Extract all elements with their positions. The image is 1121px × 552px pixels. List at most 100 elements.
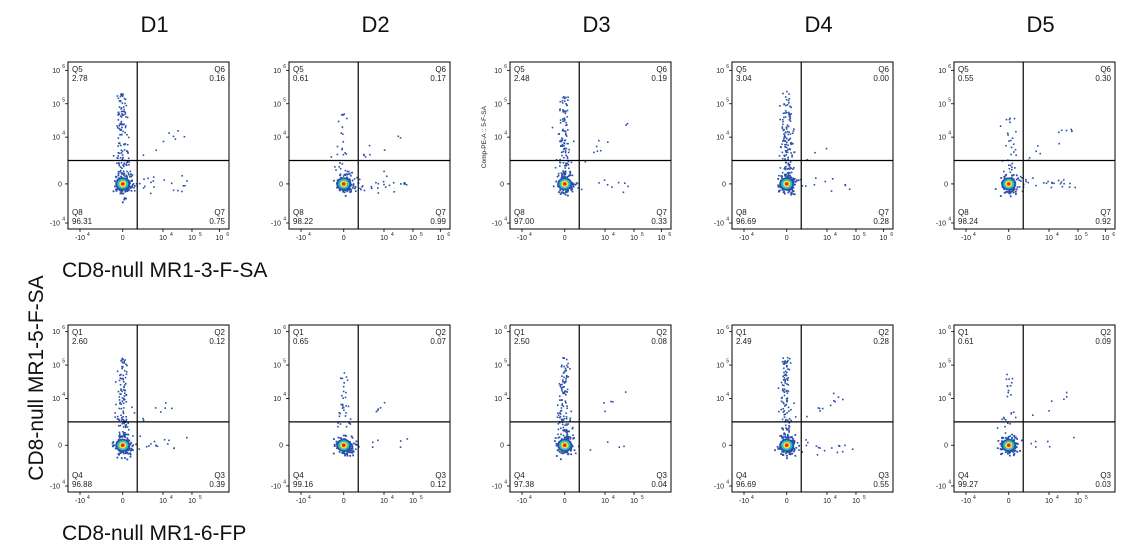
- x-tick-label: 0: [563, 498, 567, 505]
- y-tick-label: -10: [50, 221, 60, 228]
- y-tick-label: 10: [716, 135, 724, 142]
- y-tick-label: -10: [936, 221, 946, 228]
- y-tick-exponent: 4: [283, 392, 286, 398]
- y-tick-label: -10: [714, 484, 724, 491]
- quadrant-value-lower-right: 0.99: [430, 217, 446, 226]
- quadrant-name-upper-right: Q2: [435, 328, 446, 337]
- x-tick-label: -10: [739, 498, 749, 505]
- y-tick-label: 10: [494, 396, 502, 403]
- y-tick-label: 0: [279, 181, 283, 188]
- quadrant-name-upper-right: Q6: [1100, 65, 1111, 74]
- quadrant-value-lower-left: 96.69: [736, 217, 757, 226]
- density-contour: [1006, 443, 1011, 447]
- density-contour: [120, 443, 125, 447]
- panel-2-d1: Q12.60Q20.12Q30.39Q496.88-1040104105106-…: [50, 324, 230, 505]
- y-tick-exponent: 5: [62, 97, 65, 103]
- y-tick-exponent: 5: [726, 359, 729, 365]
- y-tick-label: -10: [271, 484, 281, 491]
- density-contour: [1006, 182, 1011, 186]
- y-tick-exponent: 4: [62, 217, 65, 223]
- y-tick-label: 10: [938, 101, 946, 108]
- x-tick-label: -10: [961, 235, 971, 242]
- x-tick-label: 10: [1045, 235, 1053, 242]
- y-tick-exponent: 4: [62, 392, 65, 398]
- y-tick-exponent: 4: [726, 480, 729, 486]
- x-tick-label: 10: [630, 498, 638, 505]
- y-tick-label: -10: [936, 484, 946, 491]
- quadrant-name-lower-right: Q3: [214, 471, 225, 480]
- y-tick-exponent: 4: [62, 131, 65, 137]
- quadrant-value-lower-right: 0.03: [1095, 480, 1111, 489]
- quadrant-value-lower-right: 0.55: [873, 480, 889, 489]
- event-dots: [554, 357, 627, 461]
- x-tick-exponent: 4: [834, 495, 837, 501]
- quadrant-name-upper-left: Q5: [514, 65, 525, 74]
- x-tick-label: 10: [380, 498, 388, 505]
- y-tick-label: 10: [494, 101, 502, 108]
- quadrant-name-lower-right: Q7: [435, 208, 446, 217]
- quadrant-name-upper-left: Q1: [293, 328, 304, 337]
- y-tick-label: 10: [716, 396, 724, 403]
- y-tick-label: 10: [273, 135, 281, 142]
- x-tick-label: 10: [159, 498, 167, 505]
- y-tick-exponent: 4: [726, 392, 729, 398]
- panel-2-d3: Q12.50Q20.08Q30.04Q497.38-1040104105106-…: [492, 324, 672, 505]
- quadrant-name-lower-left: Q8: [514, 208, 525, 217]
- y-tick-exponent: 5: [504, 97, 507, 103]
- quadrant-value-upper-left: 3.04: [736, 74, 752, 83]
- quadrant-name-lower-left: Q4: [514, 471, 525, 480]
- y-tick-label: 10: [716, 68, 724, 75]
- quadrant-name-upper-right: Q6: [435, 65, 446, 74]
- x-tick-exponent: 4: [170, 232, 173, 238]
- x-tick-exponent: 4: [529, 495, 532, 501]
- x-tick-label: -10: [75, 498, 85, 505]
- x-tick-label: 0: [121, 498, 125, 505]
- event-dots: [111, 357, 188, 461]
- y-tick-label: 10: [52, 396, 60, 403]
- y-tick-exponent: 6: [948, 325, 951, 331]
- quadrant-name-lower-right: Q7: [656, 208, 667, 217]
- panel-2-d5: Q10.61Q20.09Q30.03Q499.27-1040104105106-…: [936, 324, 1116, 505]
- plot-frame: [731, 61, 894, 230]
- event-dots: [994, 117, 1076, 198]
- panel-1-d5: Q50.55Q60.30Q70.92Q898.24-1040104105106-…: [936, 61, 1116, 242]
- x-tick-exponent: 4: [751, 232, 754, 238]
- quadrant-name-lower-left: Q4: [958, 471, 969, 480]
- x-tick-exponent: 4: [973, 495, 976, 501]
- y-tick-exponent: 6: [726, 64, 729, 70]
- y-tick-exponent: 4: [283, 480, 286, 486]
- x-tick-exponent: 6: [226, 232, 229, 238]
- column-title-d4: D4: [804, 12, 832, 37]
- x-tick-label: 10: [1074, 235, 1082, 242]
- quadrant-value-upper-left: 0.55: [958, 74, 974, 83]
- x-tick-label: 10: [879, 235, 887, 242]
- quadrant-value-lower-right: 0.04: [651, 480, 667, 489]
- event-dots: [777, 90, 851, 196]
- quadrant-value-lower-right: 0.28: [873, 217, 889, 226]
- x-tick-exponent: 4: [612, 232, 615, 238]
- quadrant-name-lower-right: Q3: [435, 471, 446, 480]
- quadrant-value-upper-left: 2.48: [514, 74, 530, 83]
- y-tick-exponent: 4: [504, 392, 507, 398]
- y-tick-exponent: 4: [948, 392, 951, 398]
- density-contour: [341, 182, 346, 186]
- event-dots: [332, 372, 409, 457]
- y-tick-label: 10: [273, 396, 281, 403]
- quadrant-name-lower-right: Q7: [1100, 208, 1111, 217]
- y-tick-label: 10: [494, 329, 502, 336]
- quadrant-value-upper-right: 0.16: [209, 74, 225, 83]
- y-tick-exponent: 4: [948, 131, 951, 137]
- y-tick-label: 10: [716, 363, 724, 370]
- column-title-d3: D3: [582, 12, 610, 37]
- quadrant-value-upper-right: 0.07: [430, 337, 446, 346]
- row-label-1: CD8-null MR1-3-F-SA: [62, 259, 267, 282]
- x-tick-label: 0: [785, 235, 789, 242]
- quadrant-name-upper-right: Q6: [656, 65, 667, 74]
- x-tick-label: 10: [188, 235, 196, 242]
- x-tick-label: 10: [852, 498, 860, 505]
- x-tick-label: 10: [159, 235, 167, 242]
- x-tick-label: -10: [296, 235, 306, 242]
- quadrant-name-lower-right: Q3: [878, 471, 889, 480]
- quadrant-name-upper-right: Q2: [1100, 328, 1111, 337]
- quadrant-name-lower-right: Q7: [878, 208, 889, 217]
